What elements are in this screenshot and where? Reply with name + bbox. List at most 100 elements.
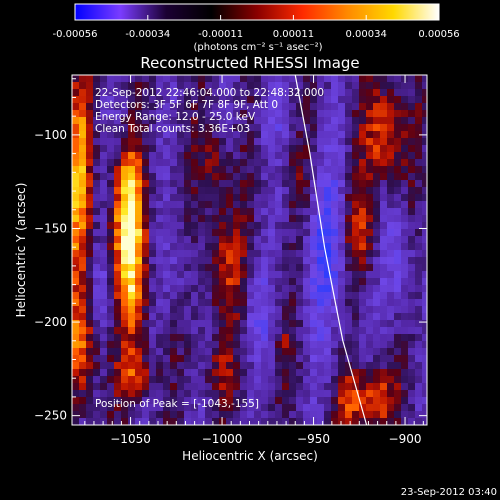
image-cell bbox=[72, 383, 80, 391]
image-cell bbox=[310, 159, 318, 167]
image-cell bbox=[422, 327, 427, 335]
image-cell bbox=[226, 180, 234, 188]
image-cell bbox=[394, 180, 402, 188]
image-cell bbox=[107, 243, 115, 251]
image-cell bbox=[282, 187, 290, 195]
image-cell bbox=[422, 271, 427, 279]
image-cell bbox=[338, 299, 346, 307]
image-cell bbox=[121, 236, 129, 244]
image-cell bbox=[296, 313, 304, 321]
image-cell bbox=[303, 299, 311, 307]
image-cell bbox=[198, 418, 206, 425]
image-cell bbox=[394, 327, 402, 335]
image-cells bbox=[72, 75, 427, 425]
image-cell bbox=[261, 369, 269, 377]
image-cell bbox=[289, 138, 297, 146]
image-cell bbox=[163, 271, 171, 279]
image-cell bbox=[247, 201, 255, 209]
image-cell bbox=[128, 222, 136, 230]
image-cell bbox=[240, 159, 248, 167]
image-cell bbox=[128, 103, 136, 111]
image-cell bbox=[114, 271, 122, 279]
image-cell bbox=[86, 138, 94, 146]
image-cell bbox=[177, 166, 185, 174]
image-cell bbox=[408, 173, 416, 181]
image-cell bbox=[352, 376, 360, 384]
image-cell bbox=[387, 180, 395, 188]
image-cell bbox=[338, 215, 346, 223]
image-cell bbox=[254, 180, 262, 188]
image-cell bbox=[366, 397, 374, 405]
image-cell bbox=[79, 159, 87, 167]
image-cell bbox=[121, 138, 129, 146]
image-cell bbox=[226, 390, 234, 398]
image-cell bbox=[86, 173, 94, 181]
image-cell bbox=[366, 201, 374, 209]
image-cell bbox=[345, 257, 353, 265]
image-cell bbox=[128, 152, 136, 160]
image-cell bbox=[226, 411, 234, 419]
image-cell bbox=[149, 271, 157, 279]
image-cell bbox=[156, 229, 164, 237]
image-cell bbox=[394, 194, 402, 202]
image-cell bbox=[345, 117, 353, 125]
image-cell bbox=[338, 222, 346, 230]
image-cell bbox=[107, 390, 115, 398]
image-cell bbox=[317, 131, 325, 139]
image-cell bbox=[261, 243, 269, 251]
image-cell bbox=[93, 166, 101, 174]
image-cell bbox=[100, 229, 108, 237]
image-cell bbox=[191, 103, 199, 111]
image-cell bbox=[247, 299, 255, 307]
image-cell bbox=[205, 82, 213, 90]
image-cell bbox=[415, 278, 423, 286]
image-cell bbox=[149, 404, 157, 412]
image-cell bbox=[114, 334, 122, 342]
image-cell bbox=[191, 187, 199, 195]
image-cell bbox=[142, 159, 150, 167]
image-cell bbox=[219, 341, 227, 349]
image-cell bbox=[422, 306, 427, 314]
image-cell bbox=[170, 124, 178, 132]
image-cell bbox=[233, 236, 241, 244]
image-cell bbox=[366, 103, 374, 111]
image-cell bbox=[93, 96, 101, 104]
image-cell bbox=[93, 397, 101, 405]
image-cell bbox=[303, 180, 311, 188]
image-cell bbox=[163, 131, 171, 139]
image-cell bbox=[387, 117, 395, 125]
image-cell bbox=[296, 362, 304, 370]
image-cell bbox=[240, 334, 248, 342]
image-cell bbox=[198, 376, 206, 384]
image-cell bbox=[401, 229, 409, 237]
image-cell bbox=[191, 327, 199, 335]
image-cell bbox=[170, 348, 178, 356]
image-cell bbox=[177, 278, 185, 286]
image-cell bbox=[289, 411, 297, 419]
image-cell bbox=[345, 376, 353, 384]
image-cell bbox=[191, 194, 199, 202]
image-cell bbox=[275, 187, 283, 195]
image-cell bbox=[408, 292, 416, 300]
image-cell bbox=[345, 145, 353, 153]
image-cell bbox=[240, 299, 248, 307]
image-cell bbox=[415, 355, 423, 363]
image-cell bbox=[331, 82, 339, 90]
image-cell bbox=[240, 376, 248, 384]
image-cell bbox=[86, 292, 94, 300]
y-tick-label: −250 bbox=[34, 409, 67, 423]
image-cell bbox=[247, 292, 255, 300]
image-cell bbox=[177, 299, 185, 307]
image-cell bbox=[275, 299, 283, 307]
image-cell bbox=[114, 138, 122, 146]
image-cell bbox=[72, 166, 80, 174]
image-cell bbox=[170, 306, 178, 314]
x-tick-label: −1050 bbox=[110, 432, 151, 446]
image-cell bbox=[177, 271, 185, 279]
image-cell bbox=[107, 299, 115, 307]
image-cell bbox=[100, 348, 108, 356]
image-cell bbox=[261, 313, 269, 321]
image-cell bbox=[170, 271, 178, 279]
image-cell bbox=[282, 313, 290, 321]
image-cell bbox=[149, 292, 157, 300]
